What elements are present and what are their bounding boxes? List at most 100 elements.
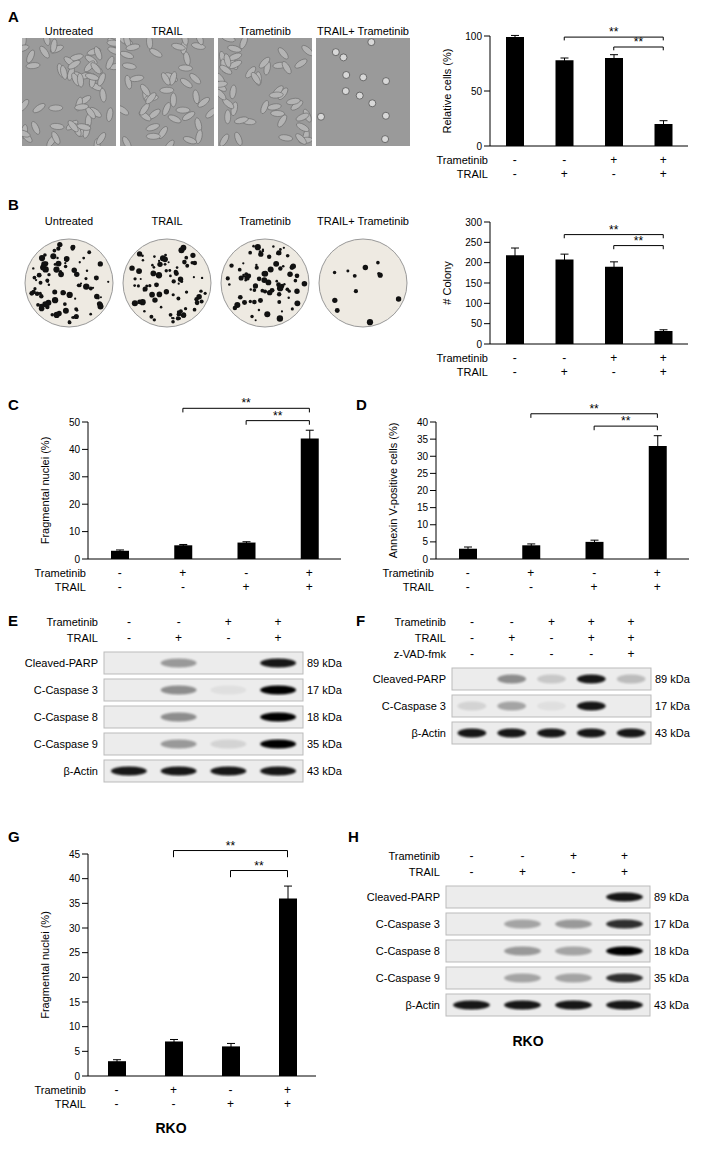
svg-text:+: + xyxy=(284,1083,291,1097)
svg-text:0: 0 xyxy=(476,339,482,350)
svg-text:+: + xyxy=(588,631,595,645)
svg-text:+: + xyxy=(175,631,182,645)
svg-text:10: 10 xyxy=(69,526,81,537)
svg-text:-: - xyxy=(562,153,566,167)
svg-text:+: + xyxy=(306,580,313,594)
svg-text:-: - xyxy=(470,849,474,863)
svg-text:25: 25 xyxy=(69,947,81,958)
svg-text:**: ** xyxy=(273,409,283,423)
svg-text:-: - xyxy=(229,1083,233,1097)
svg-text:+: + xyxy=(284,1097,291,1111)
svg-text:+: + xyxy=(654,566,661,580)
svg-text:10: 10 xyxy=(417,519,429,530)
svg-text:17 kDa: 17 kDa xyxy=(307,684,343,696)
svg-text:200: 200 xyxy=(465,257,482,268)
svg-text:**: ** xyxy=(634,35,644,49)
svg-text:-: - xyxy=(510,615,514,629)
svg-text:35 kDa: 35 kDa xyxy=(307,738,343,750)
svg-text:25: 25 xyxy=(417,468,429,479)
svg-text:Cleaved-PARP: Cleaved-PARP xyxy=(367,891,440,903)
svg-text:TRAIL: TRAIL xyxy=(67,632,98,644)
svg-text:-: - xyxy=(115,1097,119,1111)
svg-text:250: 250 xyxy=(465,237,482,248)
svg-text:Relative cells (%): Relative cells (%) xyxy=(441,49,453,134)
svg-text:-: - xyxy=(513,351,517,365)
svg-text:100: 100 xyxy=(465,298,482,309)
svg-text:+: + xyxy=(508,631,515,645)
svg-text:β-Actin: β-Actin xyxy=(412,727,446,739)
svg-text:+: + xyxy=(561,365,568,379)
svg-text:**: ** xyxy=(609,25,619,39)
svg-text:-: - xyxy=(470,865,474,879)
svg-text:10: 10 xyxy=(69,1021,81,1032)
svg-text:-: - xyxy=(470,615,474,629)
svg-text:-: - xyxy=(521,849,525,863)
svg-text:+: + xyxy=(610,153,617,167)
svg-text:30: 30 xyxy=(69,923,81,934)
svg-text:**: ** xyxy=(621,414,631,428)
svg-text:+: + xyxy=(179,566,186,580)
svg-text:C-Caspase 3: C-Caspase 3 xyxy=(34,684,98,696)
svg-text:+: + xyxy=(660,351,667,365)
svg-text:89 kDa: 89 kDa xyxy=(655,673,691,685)
svg-text:+: + xyxy=(588,615,595,629)
svg-text:18 kDa: 18 kDa xyxy=(307,711,343,723)
svg-text:+: + xyxy=(660,153,667,167)
svg-text:-: - xyxy=(589,647,593,661)
svg-text:**: ** xyxy=(609,223,619,237)
svg-text:-: - xyxy=(118,566,122,580)
svg-text:β-Actin: β-Actin xyxy=(64,765,98,777)
svg-text:Trametinib: Trametinib xyxy=(34,1084,86,1096)
svg-text:**: ** xyxy=(634,234,644,248)
svg-text:+: + xyxy=(227,1097,234,1111)
svg-text:-: - xyxy=(177,615,181,629)
svg-text:# Colony: # Colony xyxy=(441,261,453,305)
svg-text:TRAIL: TRAIL xyxy=(55,581,86,593)
svg-text:-: - xyxy=(466,566,470,580)
svg-text:+: + xyxy=(548,615,555,629)
svg-text:-: - xyxy=(550,631,554,645)
svg-text:+: + xyxy=(519,865,526,879)
svg-text:20: 20 xyxy=(69,972,81,983)
svg-text:89 kDa: 89 kDa xyxy=(654,891,690,903)
svg-text:+: + xyxy=(570,849,577,863)
svg-text:50: 50 xyxy=(471,86,483,97)
svg-text:Trametinib: Trametinib xyxy=(388,850,440,862)
svg-text:43 kDa: 43 kDa xyxy=(654,999,690,1011)
svg-text:100: 100 xyxy=(465,31,482,42)
svg-text:-: - xyxy=(470,631,474,645)
svg-text:+: + xyxy=(306,566,313,580)
svg-text:TRAIL: TRAIL xyxy=(55,1098,86,1110)
svg-text:-: - xyxy=(612,365,616,379)
svg-text:C-Caspase 8: C-Caspase 8 xyxy=(34,711,98,723)
svg-text:Trametinib: Trametinib xyxy=(394,616,446,628)
svg-text:45: 45 xyxy=(69,849,81,860)
svg-text:-: - xyxy=(510,647,514,661)
svg-text:z-VAD-fmk: z-VAD-fmk xyxy=(394,648,447,660)
svg-text:C-Caspase 9: C-Caspase 9 xyxy=(34,738,98,750)
svg-text:50: 50 xyxy=(471,318,483,329)
svg-text:+: + xyxy=(660,365,667,379)
svg-text:0: 0 xyxy=(476,141,482,152)
svg-text:+: + xyxy=(610,351,617,365)
svg-text:0: 0 xyxy=(74,554,80,565)
svg-text:+: + xyxy=(275,615,282,629)
svg-text:-: - xyxy=(470,647,474,661)
svg-text:+: + xyxy=(628,647,635,661)
svg-text:TRAIL: TRAIL xyxy=(403,581,434,593)
svg-text:+: + xyxy=(591,580,598,594)
svg-text:Fragmental nuclei (%): Fragmental nuclei (%) xyxy=(39,437,51,545)
svg-text:Trametinib: Trametinib xyxy=(436,352,488,364)
svg-text:+: + xyxy=(561,167,568,181)
svg-text:+: + xyxy=(527,566,534,580)
svg-text:-: - xyxy=(513,365,517,379)
svg-text:-: - xyxy=(513,167,517,181)
svg-text:+: + xyxy=(660,167,667,181)
svg-text:**: ** xyxy=(254,859,264,873)
svg-text:TRAIL: TRAIL xyxy=(409,866,440,878)
svg-text:+: + xyxy=(621,849,628,863)
svg-text:TRAIL: TRAIL xyxy=(457,366,488,378)
svg-text:0: 0 xyxy=(74,1071,80,1082)
svg-text:C-Caspase 8: C-Caspase 8 xyxy=(376,945,440,957)
svg-text:300: 300 xyxy=(465,217,482,228)
